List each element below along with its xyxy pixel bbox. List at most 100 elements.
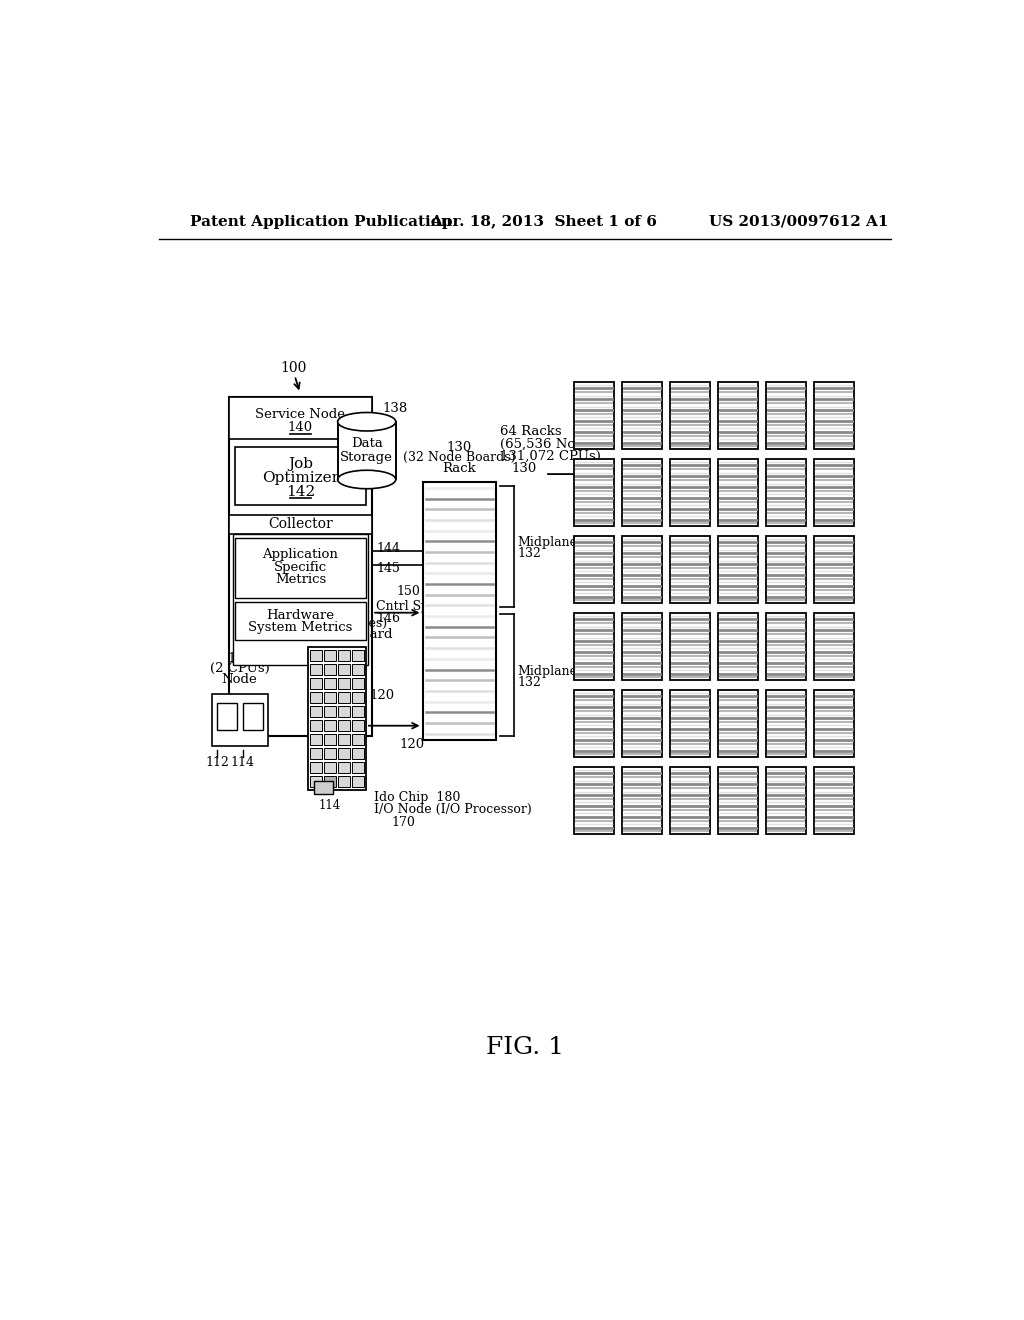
FancyBboxPatch shape [766, 767, 806, 834]
Text: 130: 130 [446, 441, 472, 454]
FancyBboxPatch shape [338, 422, 395, 479]
Text: 110: 110 [227, 652, 252, 665]
FancyBboxPatch shape [352, 762, 364, 774]
FancyBboxPatch shape [718, 459, 758, 527]
FancyBboxPatch shape [338, 677, 349, 689]
Text: 134: 134 [267, 652, 292, 665]
FancyBboxPatch shape [314, 780, 334, 795]
Text: Ido Chip  180: Ido Chip 180 [374, 791, 460, 804]
Text: I/O Node (I/O Processor): I/O Node (I/O Processor) [374, 804, 531, 816]
FancyBboxPatch shape [338, 706, 349, 718]
FancyBboxPatch shape [718, 381, 758, 449]
Text: Service Node: Service Node [255, 408, 345, 421]
Text: 120: 120 [399, 738, 424, 751]
FancyBboxPatch shape [573, 612, 614, 681]
FancyBboxPatch shape [352, 719, 364, 731]
Text: (65,536 Nodes,: (65,536 Nodes, [500, 437, 602, 450]
Text: 142: 142 [286, 484, 315, 499]
FancyBboxPatch shape [310, 677, 322, 689]
FancyBboxPatch shape [352, 677, 364, 689]
Text: 140: 140 [288, 421, 313, 434]
FancyBboxPatch shape [324, 692, 336, 704]
FancyBboxPatch shape [228, 397, 372, 440]
FancyBboxPatch shape [766, 381, 806, 449]
FancyBboxPatch shape [718, 689, 758, 758]
Text: Job: Job [288, 457, 313, 471]
FancyBboxPatch shape [573, 689, 614, 758]
Text: 131,072 CPUs): 131,072 CPUs) [500, 450, 601, 463]
FancyBboxPatch shape [310, 719, 322, 731]
FancyBboxPatch shape [352, 706, 364, 718]
FancyBboxPatch shape [212, 693, 267, 746]
Text: 114: 114 [230, 756, 255, 770]
Text: Application: Application [262, 548, 338, 561]
FancyBboxPatch shape [766, 612, 806, 681]
FancyBboxPatch shape [338, 734, 349, 746]
Text: 146: 146 [376, 612, 400, 626]
Text: Apr. 18, 2013  Sheet 1 of 6: Apr. 18, 2013 Sheet 1 of 6 [430, 215, 657, 228]
FancyBboxPatch shape [338, 649, 349, 661]
FancyBboxPatch shape [234, 447, 366, 506]
FancyBboxPatch shape [324, 706, 336, 718]
FancyBboxPatch shape [310, 664, 322, 676]
FancyBboxPatch shape [352, 747, 364, 759]
Text: 144: 144 [376, 543, 400, 556]
FancyBboxPatch shape [622, 536, 662, 603]
Text: Node: Node [222, 673, 257, 686]
FancyBboxPatch shape [766, 689, 806, 758]
Ellipse shape [338, 470, 395, 488]
FancyBboxPatch shape [338, 692, 349, 704]
Text: 132: 132 [517, 676, 541, 689]
FancyBboxPatch shape [310, 692, 322, 704]
FancyBboxPatch shape [338, 664, 349, 676]
Text: System Metrics: System Metrics [248, 620, 352, 634]
FancyBboxPatch shape [573, 381, 614, 449]
FancyBboxPatch shape [622, 459, 662, 527]
FancyBboxPatch shape [670, 612, 710, 681]
Text: 145: 145 [376, 562, 400, 576]
FancyBboxPatch shape [217, 702, 238, 730]
Text: Node Board: Node Board [312, 628, 392, 640]
FancyBboxPatch shape [670, 459, 710, 527]
Text: Storage: Storage [340, 451, 393, 465]
Ellipse shape [338, 412, 395, 430]
FancyBboxPatch shape [324, 762, 336, 774]
Text: FIG. 1: FIG. 1 [485, 1036, 564, 1059]
Text: Hardware: Hardware [266, 609, 335, 622]
FancyBboxPatch shape [352, 664, 364, 676]
FancyBboxPatch shape [228, 515, 372, 535]
FancyBboxPatch shape [352, 776, 364, 788]
FancyBboxPatch shape [573, 459, 614, 527]
Text: 132: 132 [517, 548, 541, 560]
Text: Collector: Collector [268, 517, 333, 531]
FancyBboxPatch shape [622, 689, 662, 758]
FancyBboxPatch shape [766, 459, 806, 527]
FancyBboxPatch shape [622, 612, 662, 681]
FancyBboxPatch shape [324, 649, 336, 661]
FancyBboxPatch shape [814, 536, 854, 603]
FancyBboxPatch shape [352, 734, 364, 746]
FancyBboxPatch shape [310, 747, 322, 759]
Text: Specific: Specific [273, 561, 327, 574]
Text: (2 CPUs): (2 CPUs) [210, 663, 269, 676]
FancyBboxPatch shape [324, 677, 336, 689]
FancyBboxPatch shape [814, 381, 854, 449]
Text: 114: 114 [318, 799, 341, 812]
FancyBboxPatch shape [338, 747, 349, 759]
Text: (32 Node Boards): (32 Node Boards) [403, 451, 515, 465]
Text: Patent Application Publication: Patent Application Publication [190, 215, 452, 228]
FancyBboxPatch shape [670, 689, 710, 758]
FancyBboxPatch shape [670, 536, 710, 603]
Text: Optimizer: Optimizer [262, 471, 339, 484]
FancyBboxPatch shape [338, 719, 349, 731]
Text: Cntrl Sys Net: Cntrl Sys Net [376, 601, 462, 612]
Text: 150: 150 [397, 585, 421, 598]
FancyBboxPatch shape [310, 706, 322, 718]
FancyBboxPatch shape [718, 767, 758, 834]
FancyBboxPatch shape [243, 702, 263, 730]
Text: US 2013/0097612 A1: US 2013/0097612 A1 [710, 215, 889, 228]
FancyBboxPatch shape [324, 719, 336, 731]
FancyBboxPatch shape [814, 459, 854, 527]
FancyBboxPatch shape [352, 649, 364, 661]
FancyBboxPatch shape [228, 397, 372, 737]
